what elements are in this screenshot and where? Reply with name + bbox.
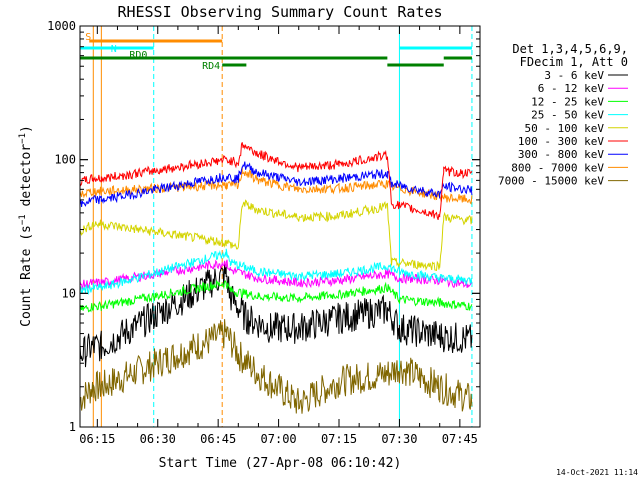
series-group bbox=[79, 142, 473, 414]
y-tick-label-3: 1000 bbox=[47, 19, 76, 33]
y-tick-label-2: 100 bbox=[54, 153, 76, 167]
y-axis-label-close: ) bbox=[19, 125, 34, 133]
series-line-7 bbox=[79, 166, 473, 205]
x-tick-label-6: 07:45 bbox=[442, 432, 478, 446]
legend-label-4: 50 - 100 keV bbox=[525, 122, 605, 135]
y-tick-label-0: 1 bbox=[69, 420, 76, 434]
legend: Det 1,3,4,5,6,9, FDecim 1, Att 0 3 - 6 k… bbox=[498, 42, 628, 188]
legend-header-line-1: Det 1,3,4,5,6,9, bbox=[512, 42, 628, 56]
x-tick-label-5: 07:30 bbox=[381, 432, 417, 446]
legend-label-3: 25 - 50 keV bbox=[531, 109, 604, 122]
vertical-markers bbox=[79, 26, 473, 427]
x-axis: 06:15 06:30 06:45 07:00 07:15 07:30 07:45 bbox=[79, 26, 478, 446]
series-line-6 bbox=[79, 161, 473, 207]
x-axis-label: Start Time (27-Apr-08 06:10:42) bbox=[159, 456, 402, 471]
legend-label-1: 6 - 12 keV bbox=[538, 82, 605, 95]
series-line-2 bbox=[79, 280, 473, 313]
series-line-3 bbox=[79, 248, 473, 296]
y-axis-label-exp2: −1 bbox=[18, 133, 28, 144]
x-tick-label-3: 07:00 bbox=[261, 432, 297, 446]
x-tick-label-2: 06:45 bbox=[200, 432, 236, 446]
state-bar-label-4: RD4 bbox=[202, 61, 220, 72]
y-axis-label-mid: detector bbox=[19, 144, 34, 215]
chart-title: RHESSI Observing Summary Count Rates bbox=[117, 3, 442, 21]
y-axis: 1 10 100 1000 bbox=[47, 19, 480, 434]
legend-label-0: 3 - 6 keV bbox=[544, 69, 604, 82]
series-line-4 bbox=[79, 199, 473, 272]
legend-label-7: 800 - 7000 keV bbox=[511, 161, 604, 174]
y-axis-label-exp1: −1 bbox=[18, 214, 28, 225]
x-tick-label-1: 06:30 bbox=[140, 432, 176, 446]
y-axis-label: Count Rate (s−1 detector−1) bbox=[18, 125, 34, 327]
y-tick-label-1: 10 bbox=[62, 286, 76, 300]
series-line-5 bbox=[79, 142, 473, 221]
state-bar-label-1: N bbox=[111, 44, 117, 55]
legend-label-2: 12 - 25 keV bbox=[531, 95, 604, 108]
legend-label-6: 300 - 800 keV bbox=[518, 148, 604, 161]
series-line-8 bbox=[79, 319, 473, 414]
y-axis-label-main: Count Rate (s bbox=[19, 225, 34, 327]
legend-label-5: 100 - 300 keV bbox=[518, 135, 604, 148]
series-line-1 bbox=[79, 259, 473, 290]
x-tick-label-4: 07:15 bbox=[321, 432, 357, 446]
state-bar-label-0: S bbox=[85, 32, 91, 43]
x-tick-label-0: 06:15 bbox=[79, 432, 115, 446]
state-bar-label-3: RD0 bbox=[129, 50, 147, 61]
footer-timestamp: 14-Oct-2021 11:14 bbox=[556, 468, 638, 477]
plot-frame bbox=[79, 25, 481, 428]
legend-header-line-2: FDecim 1, Att 0 bbox=[520, 55, 628, 69]
legend-label-8: 7000 - 15000 keV bbox=[498, 175, 604, 188]
state-bars: S N RD0 RD4 bbox=[80, 32, 472, 72]
series-line-0 bbox=[79, 263, 473, 368]
